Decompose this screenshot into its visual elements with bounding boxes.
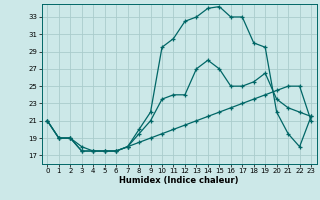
X-axis label: Humidex (Indice chaleur): Humidex (Indice chaleur) (119, 176, 239, 185)
